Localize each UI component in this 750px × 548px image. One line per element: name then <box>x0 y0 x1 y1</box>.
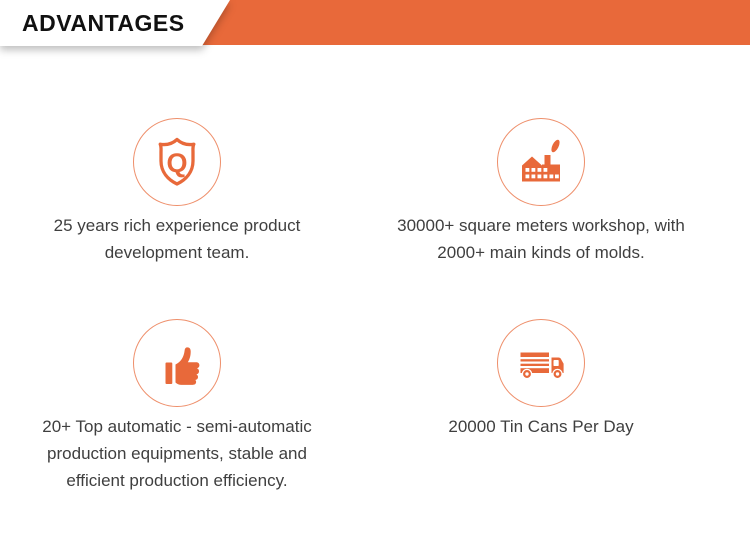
feature-grid: Q 25 years rich experience product devel… <box>0 46 750 494</box>
page-title: ADVANTAGES <box>22 9 185 36</box>
quality-shield-icon: Q <box>133 118 221 206</box>
svg-text:Q: Q <box>166 148 187 178</box>
feature-row-bottom: 20+ Top automatic - semi-automatic produ… <box>0 319 750 494</box>
feature-card-workshop: 30000+ square meters workshop, with 2000… <box>364 118 718 266</box>
feature-text: 20+ Top automatic - semi-automatic produ… <box>42 417 312 490</box>
advantages-tab-wrap: ADVANTAGES <box>0 0 230 46</box>
header-bar: ADVANTAGES <box>0 0 750 46</box>
delivery-truck-icon <box>497 319 585 407</box>
feature-card-experience: Q 25 years rich experience product devel… <box>0 118 354 266</box>
feature-card-capacity: 20000 Tin Cans Per Day <box>364 319 718 494</box>
feature-row-top: Q 25 years rich experience product devel… <box>0 118 750 266</box>
thumbs-up-icon <box>133 319 221 407</box>
feature-card-equipment: 20+ Top automatic - semi-automatic produ… <box>0 319 354 494</box>
feature-text: 30000+ square meters workshop, with 2000… <box>397 216 685 262</box>
feature-text: 25 years rich experience product develop… <box>53 216 301 262</box>
advantages-tab: ADVANTAGES <box>0 0 230 46</box>
factory-icon <box>497 118 585 206</box>
feature-text: 20000 Tin Cans Per Day <box>448 417 634 436</box>
